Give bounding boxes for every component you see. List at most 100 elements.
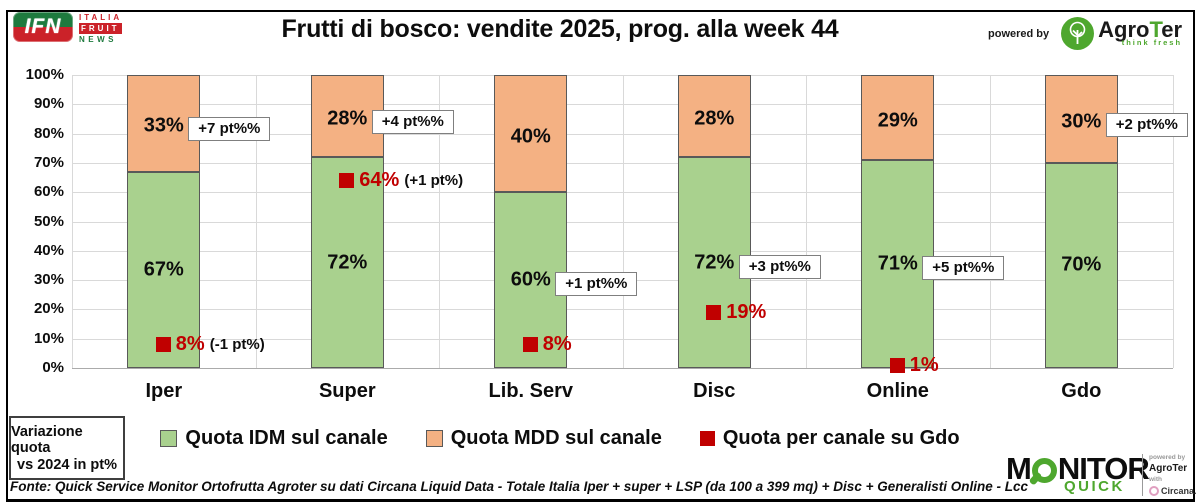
- legend-swatch-idm-icon: [160, 430, 178, 447]
- y-axis-tick-label: 30%: [33, 271, 64, 289]
- bar-segment-mdd: [127, 75, 201, 172]
- mdd-value-label: 30%: [1061, 110, 1102, 133]
- mdd-value-label: 28%: [694, 107, 735, 130]
- agroter-tree-icon: [1061, 17, 1095, 50]
- bar-segment-idm: [1044, 162, 1118, 368]
- monitor-word-m: M: [1006, 451, 1032, 486]
- mq-circana: Circana.: [1149, 486, 1197, 496]
- ifn-badge-icon: IFN: [13, 12, 73, 42]
- y-axis-tick-label: 60%: [33, 183, 64, 201]
- monitor-quick-logo: M NITOR QUICK powered by AgroTer with Ci…: [1002, 451, 1197, 496]
- bar-segment-idm: [677, 157, 751, 368]
- agroter-logo: AgroTer think fresh: [1061, 17, 1182, 50]
- legend-item-idm: Quota IDM sul canale: [160, 427, 388, 450]
- gridline-vertical: [622, 75, 624, 368]
- channel-share-marker-icon: [339, 173, 355, 188]
- mdd-value-label: 29%: [877, 109, 918, 131]
- channel-share-marker-icon: [155, 337, 171, 353]
- legend-item-canale-gdo: Quota per canale su Gdo: [699, 427, 960, 450]
- legend-swatch-canale-gdo-icon: [699, 431, 715, 446]
- x-axis-category-label: Gdo: [1061, 380, 1102, 402]
- y-axis-tick-label: 70%: [33, 153, 64, 171]
- variation-annotation-box: +2 pt%%: [1105, 113, 1188, 137]
- gridline-vertical: [255, 75, 257, 368]
- idm-value-label: 71%: [877, 252, 918, 275]
- channel-share-marker-row: 1%: [889, 354, 939, 376]
- ifn-acronym: IFN: [24, 15, 62, 38]
- chart-title: Frutti di bosco: vendite 2025, prog. all…: [281, 15, 839, 43]
- y-axis-tick-label: 10%: [33, 329, 64, 347]
- monitor-wordmark: M NITOR: [1006, 451, 1150, 486]
- ifn-wordmark: ITALIA FRUIT NEWS: [79, 12, 122, 44]
- gridline-vertical: [1173, 75, 1174, 368]
- channel-share-variation-note: (+1 pt%): [404, 172, 464, 189]
- channel-share-value: 8%: [175, 333, 205, 356]
- variation-note-box: Variazione quota vs 2024 in pt%: [9, 416, 125, 480]
- gridline-vertical: [439, 75, 440, 368]
- x-axis-category-label: Online: [866, 380, 929, 402]
- legend-swatch-mdd-icon: [425, 430, 443, 447]
- channel-share-marker-row: 8%: [522, 333, 572, 356]
- gridline-vertical: [72, 75, 73, 368]
- channel-share-marker-row: 19%: [706, 301, 766, 323]
- source-note: Fonte: Quick Service Monitor Ortofrutta …: [10, 479, 1029, 494]
- bar-segment-mdd: [1044, 75, 1118, 163]
- monitor-partners-panel: powered by AgroTer with Circana.: [1142, 454, 1197, 496]
- y-axis-tick-label: 50%: [33, 212, 64, 230]
- x-axis-category-label: Lib. Serv: [488, 380, 574, 402]
- legend-label-idm: Quota IDM sul canale: [185, 427, 388, 449]
- idm-value-label: 67%: [143, 258, 184, 281]
- bar-segment-idm: [310, 157, 384, 368]
- variation-annotation-box: +1 pt%%: [555, 272, 638, 297]
- channel-share-value: 64%: [359, 169, 400, 191]
- variation-annotation-box: +4 pt%%: [371, 110, 454, 134]
- legend-label-canale-gdo: Quota per canale su Gdo: [722, 427, 960, 449]
- mq-with: with: [1149, 476, 1162, 483]
- x-axis-category-label: Iper: [145, 380, 183, 402]
- monitor-quick-sub: QUICK: [1064, 478, 1125, 495]
- gridline-vertical: [989, 75, 991, 368]
- idm-value-label: 60%: [510, 268, 551, 291]
- channel-share-value: 19%: [726, 300, 767, 323]
- channel-share-value: 8%: [542, 333, 572, 356]
- ifn-line-news: NEWS: [79, 35, 117, 44]
- bar-segment-mdd: [677, 75, 751, 157]
- bar-segment-idm: [861, 160, 935, 368]
- channel-share-marker-row: 64% (+1 pt%): [339, 169, 464, 192]
- gridline-vertical: [806, 75, 807, 368]
- y-axis-tick-label: 100%: [25, 66, 64, 83]
- agroter-tagline: think fresh: [1121, 38, 1183, 47]
- chart-legend: Quota IDM sul canale Quota MDD sul canal…: [0, 427, 1120, 450]
- channel-share-variation-note: (-1 pt%): [209, 336, 265, 354]
- y-axis-tick-label: 90%: [33, 95, 64, 113]
- agroter-name: AgroTer: [1098, 17, 1183, 42]
- idm-value-label: 70%: [1061, 253, 1102, 276]
- variation-annotation-box: +3 pt%%: [738, 254, 821, 279]
- mdd-value-label: 33%: [143, 114, 184, 137]
- variation-note-line1: Variazione quota: [11, 423, 83, 456]
- variation-annotation-box: +7 pt%%: [188, 117, 271, 142]
- channel-share-marker-icon: [706, 304, 722, 320]
- monitor-word-nitor: NITOR: [1057, 451, 1150, 486]
- ifn-line-fruit: FRUIT: [79, 23, 122, 34]
- powered-by-label: powered by: [988, 27, 1050, 40]
- mq-agroter: AgroTer: [1149, 463, 1188, 474]
- circana-circle-icon: [1149, 486, 1159, 496]
- x-axis-category-label: Disc: [693, 380, 736, 402]
- channel-share-marker-icon: [522, 337, 538, 353]
- y-axis-tick-label: 80%: [33, 124, 64, 142]
- mdd-value-label: 28%: [327, 107, 368, 130]
- mq-powered-by: powered by: [1149, 454, 1186, 461]
- y-axis-tick-label: 40%: [33, 241, 64, 259]
- y-axis-tick-label: 20%: [33, 300, 64, 318]
- x-axis-category-label: Super: [318, 380, 376, 402]
- bar-segment-idm: [127, 171, 201, 368]
- powered-by-agroter: powered by AgroTer think fresh: [988, 17, 1182, 50]
- legend-label-mdd: Quota MDD sul canale: [450, 427, 662, 449]
- variation-note-line2: vs 2024 in pt%: [17, 456, 117, 473]
- ifn-line-italia: ITALIA: [79, 13, 123, 22]
- ifn-logo: IFN ITALIA FRUIT NEWS: [13, 12, 122, 44]
- channel-share-marker-row: 8% (-1 pt%): [155, 333, 265, 356]
